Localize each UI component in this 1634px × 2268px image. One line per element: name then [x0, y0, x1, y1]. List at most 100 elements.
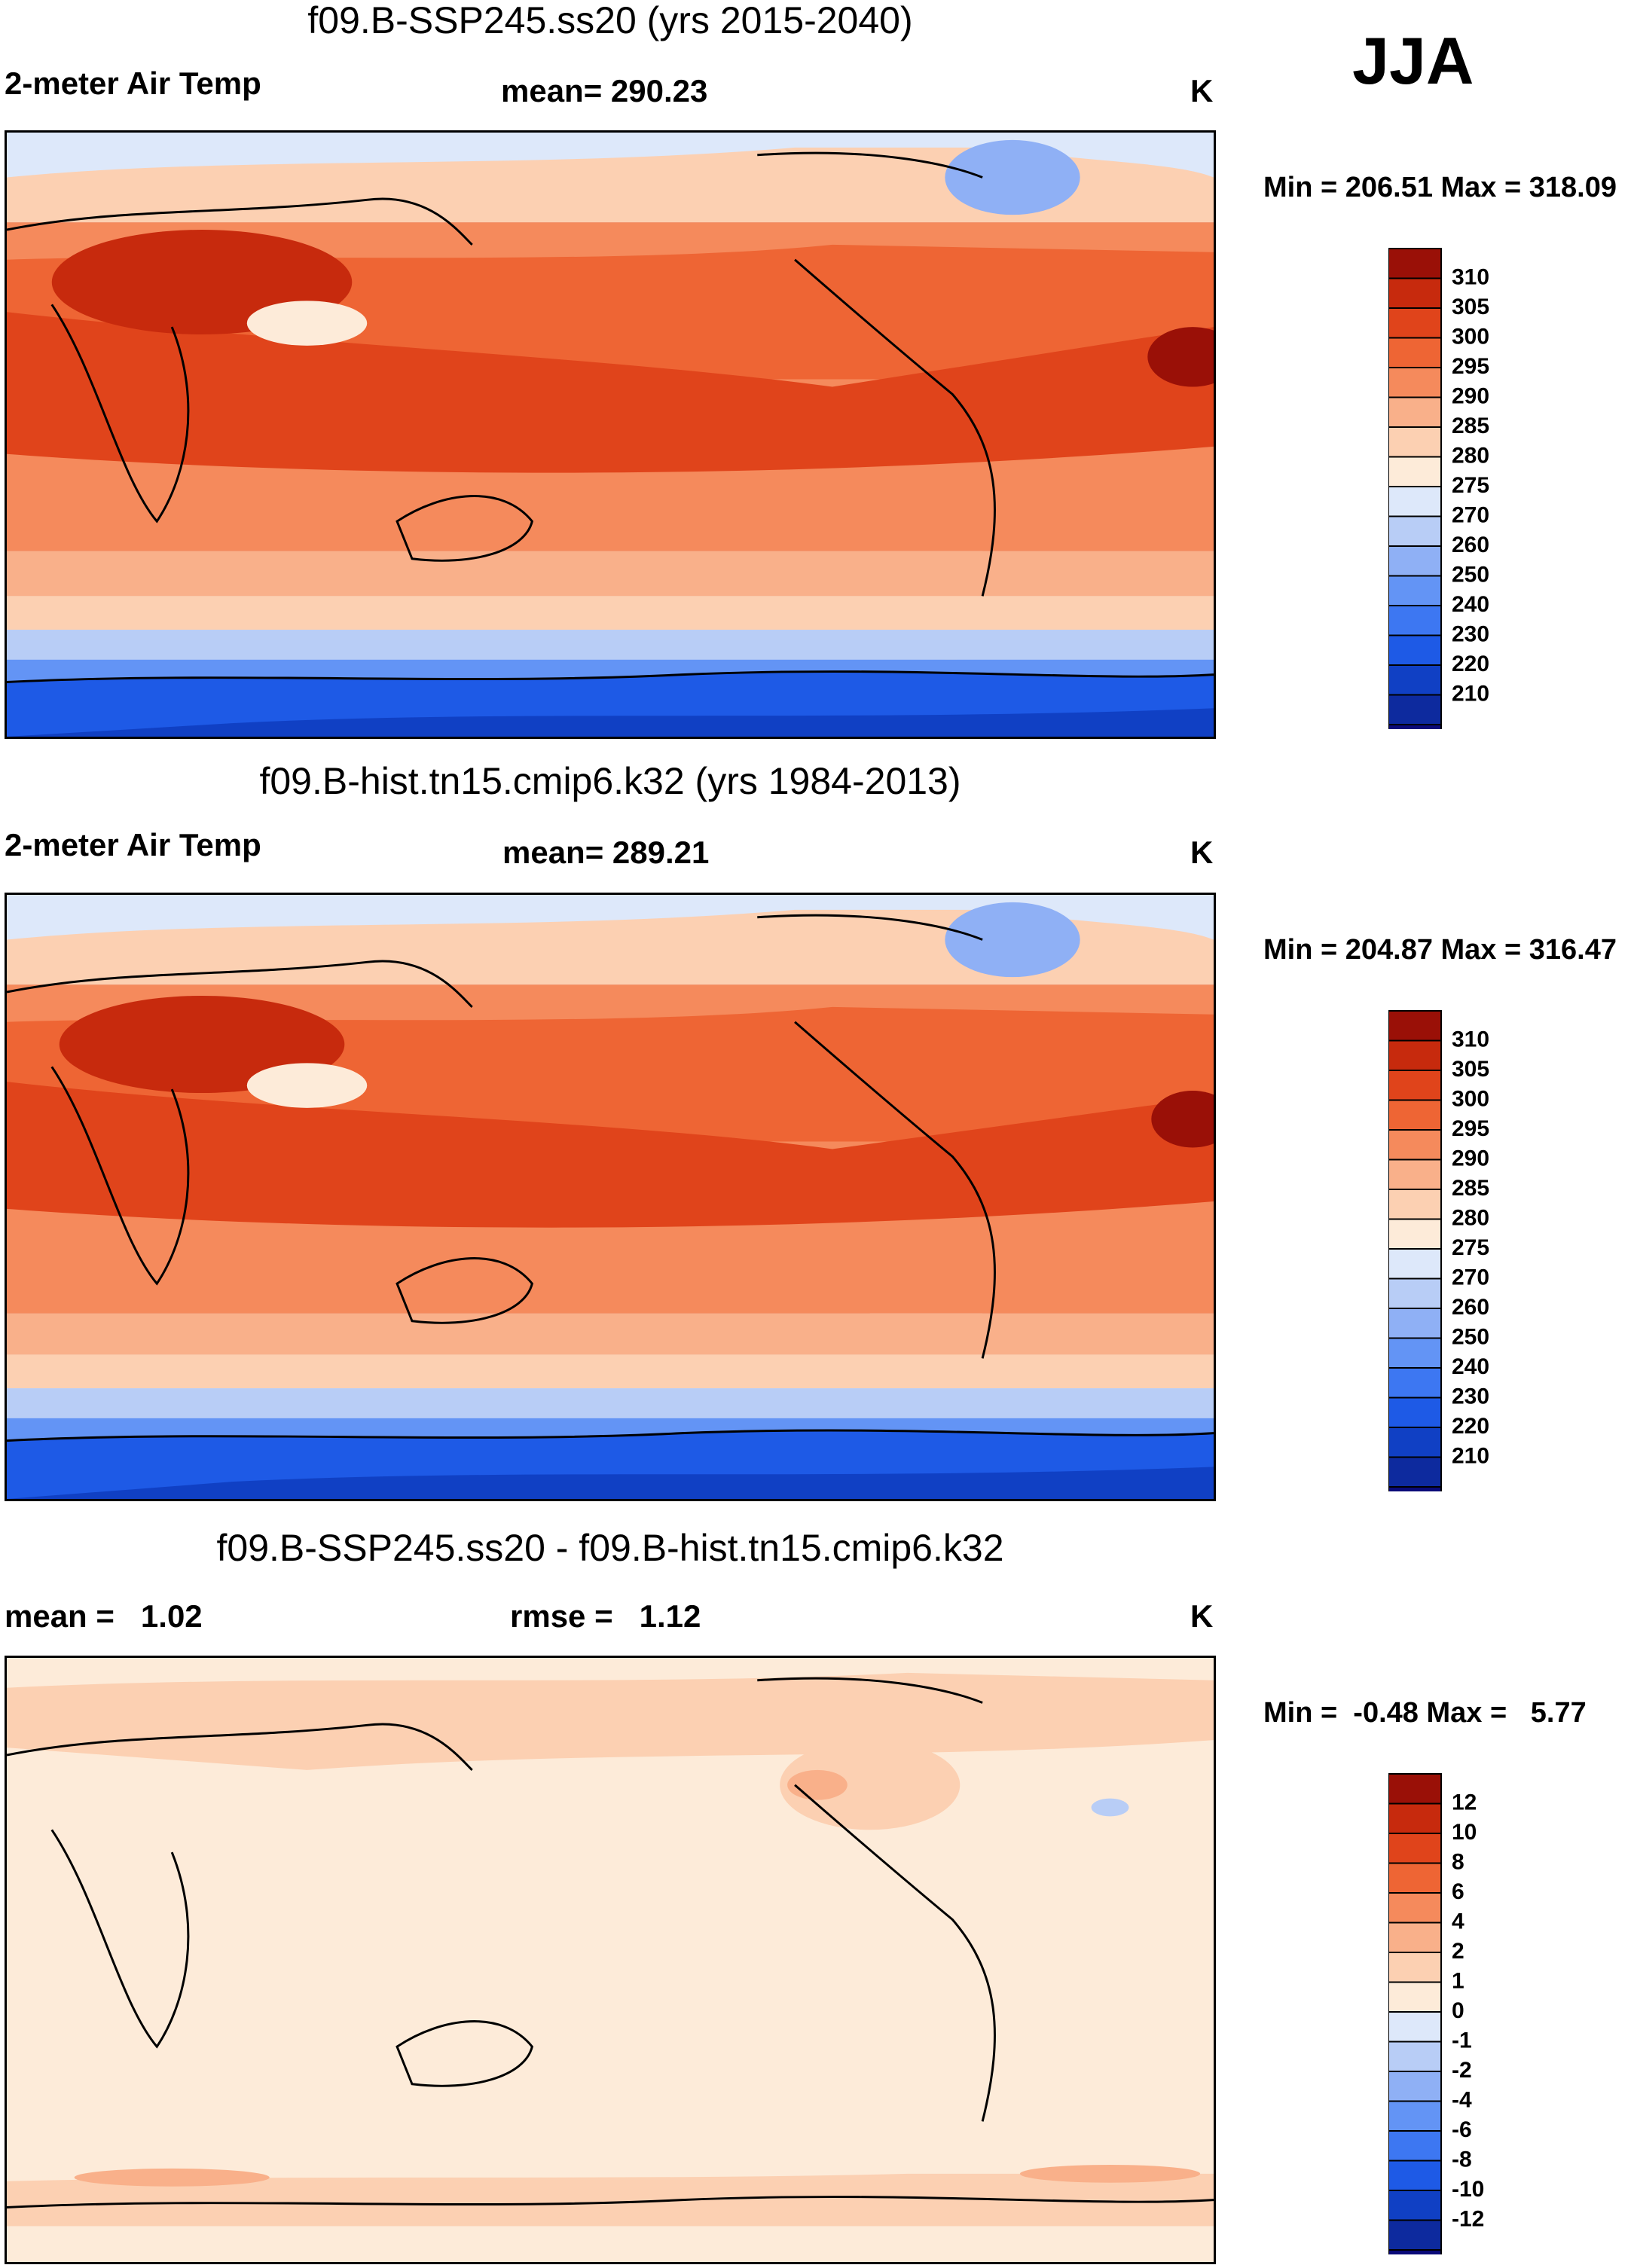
colorbar-box	[1388, 1922, 1442, 1953]
colorbar-box	[1388, 426, 1442, 458]
map-svg-difference	[7, 1658, 1214, 2262]
colorbar-tick-label: 260	[1452, 533, 1489, 557]
panel-minmax-difference: Min = -0.48 Max = 5.77	[1263, 1697, 1587, 1729]
colorbar-box	[1388, 1456, 1442, 1488]
colorbar-box	[1388, 1010, 1442, 1042]
colorbar-box	[1388, 1158, 1442, 1190]
panel-minmax-historical: Min = 204.87 Max = 316.47	[1263, 934, 1617, 966]
colorbar-box	[1388, 1833, 1442, 1864]
colorbar-tick-label: 305	[1452, 295, 1489, 319]
map-svg-historical	[7, 895, 1214, 1499]
map-svg-future	[7, 133, 1214, 737]
colorbar-tick-label: 290	[1452, 1146, 1489, 1171]
colorbar-box	[1388, 1070, 1442, 1101]
colorbar-box	[1388, 1981, 1442, 2013]
colorbar-box	[1388, 634, 1442, 666]
panel-units-difference: K	[1190, 1598, 1214, 1634]
colorbar-tick-label: 285	[1452, 414, 1489, 438]
colorbar-box	[1388, 2190, 1442, 2221]
colorbar-tick-label: -2	[1452, 2058, 1472, 2083]
colorbar-tick-label: 230	[1452, 1384, 1489, 1409]
colorbar-box	[1388, 1099, 1442, 1131]
colorbar-tick-label: 12	[1452, 1790, 1477, 1815]
colorbar-box	[1388, 337, 1442, 368]
colorbar-tick-label: 275	[1452, 1235, 1489, 1260]
panel-mean-future: mean= 290.23	[501, 73, 708, 108]
colorbar-box	[1388, 2160, 1442, 2191]
colorbar-box	[1388, 575, 1442, 606]
colorbar-tick-label: 295	[1452, 354, 1489, 379]
panel-mean-historical: mean= 289.21	[502, 835, 710, 870]
colorbar-box	[1388, 1367, 1442, 1399]
colorbar-tick-label: -1	[1452, 2028, 1472, 2053]
colorbar-tick-label: 250	[1452, 1325, 1489, 1350]
colorbar-tick-label: 270	[1452, 1265, 1489, 1290]
colorbar-tick-label: -10	[1452, 2177, 1484, 2202]
colorbar-tick-label: 210	[1452, 1444, 1489, 1469]
colorbar-box	[1388, 367, 1442, 398]
colorbar-tick-label: 300	[1452, 325, 1489, 350]
colorbar-difference: 12 10 8 6 4 2 1 0 -1 -2 -4 -6 -8 -10 -12	[1388, 1772, 1539, 2254]
colorbar-box	[1388, 456, 1442, 487]
map-future	[5, 130, 1216, 739]
panel-title-historical: f09.B-hist.tn15.cmip6.k32 (yrs 1984-2013…	[259, 760, 961, 802]
colorbar-tick-label: 220	[1452, 1414, 1489, 1439]
colorbar-box	[1388, 515, 1442, 547]
colorbar-tick-label: 285	[1452, 1176, 1489, 1201]
colorbar-tick-label: 280	[1452, 444, 1489, 469]
colorbar-tick-label: 280	[1452, 1206, 1489, 1231]
colorbar-box	[1388, 1862, 1442, 1894]
map-difference	[5, 1656, 1216, 2264]
colorbar-tick-label: 310	[1452, 265, 1489, 290]
colorbar-tick-label: 210	[1452, 682, 1489, 707]
colorbar-box	[1388, 486, 1442, 517]
colorbar-box	[1388, 1952, 1442, 1983]
colorbar-box	[1388, 545, 1442, 577]
colorbar-box	[1388, 2249, 1442, 2254]
colorbar-tick-label: 260	[1452, 1295, 1489, 1320]
panel-title-difference: f09.B-SSP245.ss20 - f09.B-hist.tn15.cmip…	[216, 1527, 1004, 1569]
colorbar-tick-label: 250	[1452, 563, 1489, 588]
colorbar-box	[1388, 1397, 1442, 1428]
panel-units-historical: K	[1190, 835, 1214, 870]
colorbar-tick-label: 220	[1452, 652, 1489, 676]
panel-left-label-future: 2-meter Air Temp	[5, 66, 261, 101]
colorbar-tick-label: 8	[1452, 1850, 1464, 1875]
colorbar-tick-label: 290	[1452, 384, 1489, 409]
colorbar-tick-label: 305	[1452, 1057, 1489, 1082]
colorbar-box	[1388, 2130, 1442, 2162]
colorbar-tick-label: 275	[1452, 473, 1489, 498]
colorbar-box	[1388, 1218, 1442, 1250]
panel-minmax-future: Min = 206.51 Max = 318.09	[1263, 172, 1617, 203]
colorbar-box	[1388, 694, 1442, 725]
colorbar-box	[1388, 2041, 1442, 2072]
colorbar-box	[1388, 1802, 1442, 1834]
colorbar-box	[1388, 1892, 1442, 1924]
colorbar-box	[1388, 1486, 1442, 1491]
panel-mean-difference: mean = 1.02	[5, 1598, 203, 1634]
colorbar-box	[1388, 1248, 1442, 1280]
colorbar-tick-label: -6	[1452, 2117, 1472, 2142]
colorbar-box	[1388, 1277, 1442, 1309]
colorbar-box	[1388, 2011, 1442, 2043]
colorbar-box	[1388, 605, 1442, 636]
colorbar-tick-label: 0	[1452, 1998, 1464, 2023]
colorbar-tick-label: 240	[1452, 592, 1489, 617]
colorbar-box	[1388, 1039, 1442, 1071]
colorbar-box	[1388, 307, 1442, 339]
colorbar-box	[1388, 277, 1442, 309]
colorbar-future: 310 305 300 295 290 285 280 275 270 260 250 240 230 2…	[1388, 247, 1539, 729]
colorbar-box	[1388, 1129, 1442, 1161]
colorbar-box	[1388, 1773, 1442, 1805]
colorbar-box	[1388, 2100, 1442, 2132]
colorbar-tick-label: -4	[1452, 2088, 1472, 2113]
colorbar-tick-label: -12	[1452, 2207, 1484, 2232]
panel-rmse-difference: rmse = 1.12	[510, 1598, 701, 1634]
colorbar-box	[1388, 664, 1442, 696]
colorbar-tick-label: 300	[1452, 1087, 1489, 1112]
colorbar-box	[1388, 2219, 1442, 2251]
panel-title-future: f09.B-SSP245.ss20 (yrs 2015-2040)	[307, 0, 913, 41]
colorbar-historical: 310 305 300 295 290 285 280 275 270 260 250 240 230 2…	[1388, 1009, 1539, 1491]
colorbar-box	[1388, 1427, 1442, 1458]
